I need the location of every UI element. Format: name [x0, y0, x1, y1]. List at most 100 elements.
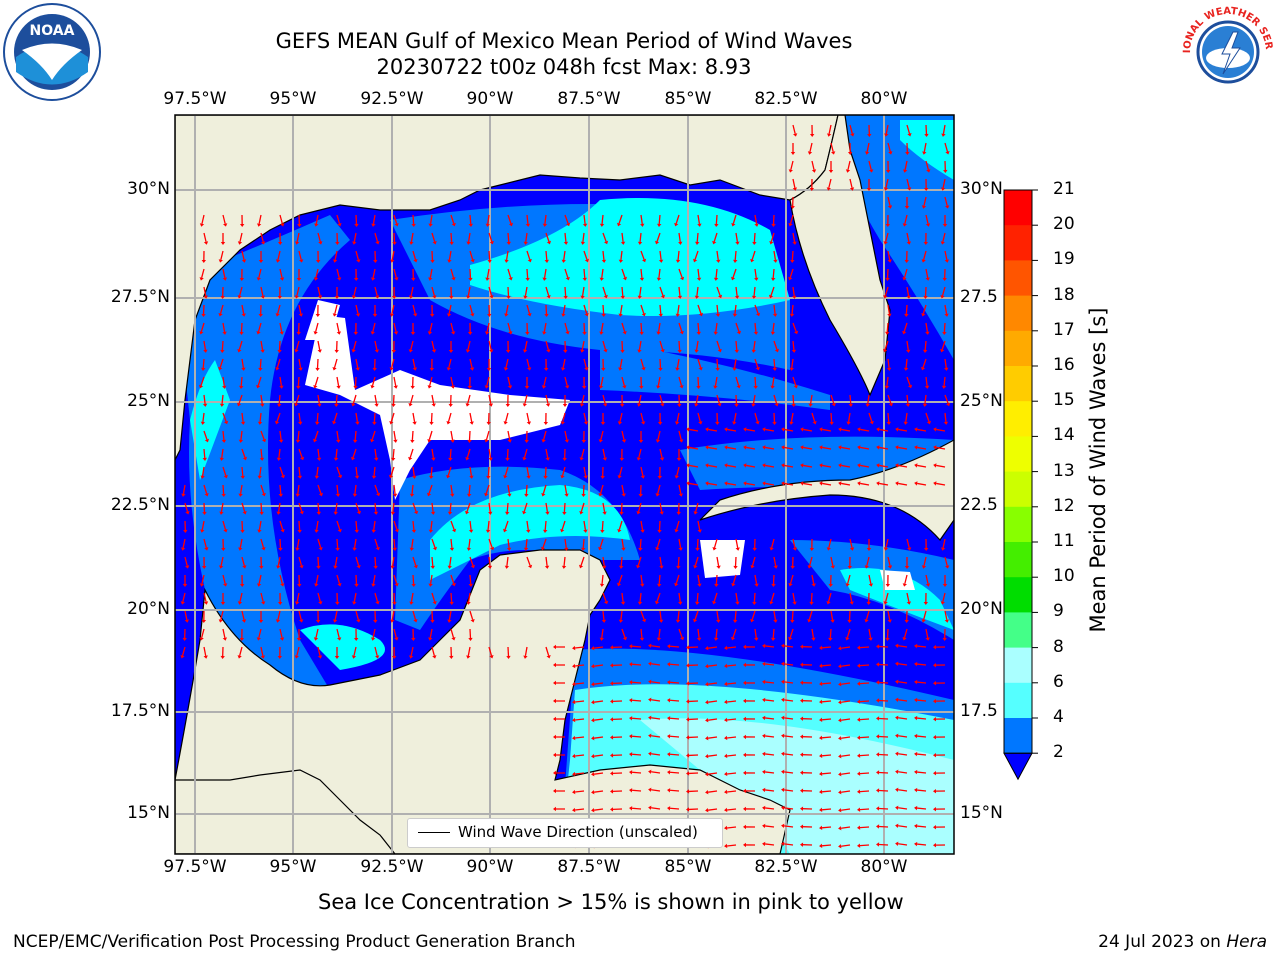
wave-arrow-head: [656, 637, 662, 641]
wave-arrow-head: [696, 277, 702, 281]
wave-arrow-head: [200, 529, 205, 533]
wave-arrow: [582, 232, 585, 243]
wave-arrow-head: [838, 790, 842, 795]
wave-arrow-head: [489, 240, 494, 245]
wave-arrow: [448, 250, 452, 260]
wave-arrow-head: [572, 789, 576, 795]
wave-arrow: [393, 268, 397, 278]
wave-arrow: [897, 825, 908, 828]
wave-arrow-head: [734, 403, 739, 407]
wave-arrow-head: [431, 403, 436, 407]
wave-arrow-head: [591, 808, 595, 813]
wave-arrow: [765, 464, 775, 468]
wave-arrow: [678, 232, 681, 243]
wave-arrow-head: [572, 681, 576, 687]
wave-arrow-head: [942, 224, 948, 227]
wave-arrow: [580, 502, 585, 512]
wave-arrow: [732, 574, 737, 584]
wave-arrow-head: [857, 735, 861, 740]
wave-arrow: [564, 286, 567, 297]
wave-arrow: [898, 446, 908, 450]
colorbar-swatch: [1004, 401, 1032, 437]
wave-arrow-head: [262, 438, 267, 443]
wave-arrow: [631, 771, 642, 774]
wave-arrow-head: [926, 169, 931, 173]
footer-host: Hera: [1226, 932, 1267, 952]
wave-arrow-head: [923, 241, 929, 245]
wave-arrow: [410, 340, 414, 350]
wave-arrow-head: [755, 421, 760, 425]
wave-arrow: [583, 358, 587, 368]
wave-arrow: [865, 610, 870, 620]
wave-arrow: [431, 340, 435, 350]
wave-arrow-head: [705, 445, 709, 450]
wave-arrow: [734, 250, 737, 261]
wave-arrow-head: [299, 510, 304, 515]
wave-arrow-head: [705, 427, 709, 432]
wave-arrow-head: [724, 753, 728, 759]
wave-arrow: [659, 304, 662, 315]
wave-arrow: [906, 376, 911, 386]
wave-arrow-head: [712, 240, 717, 245]
lon-tick-bottom: 87.5°W: [557, 857, 621, 877]
wave-arrow-head: [199, 637, 204, 641]
wave-arrow: [916, 771, 927, 774]
wave-arrow-head: [391, 655, 397, 659]
wave-arrow: [431, 538, 436, 548]
wave-arrow-head: [599, 637, 604, 641]
wave-arrow-head: [829, 421, 834, 425]
wave-arrow-head: [637, 601, 643, 605]
wave-arrow: [279, 376, 283, 386]
wave-arrow: [602, 250, 605, 261]
wave-arrow: [773, 340, 778, 350]
wave-arrow: [860, 428, 870, 432]
wave-arrow-head: [199, 223, 205, 227]
wave-arrow-head: [333, 457, 339, 461]
wave-arrow-head: [933, 427, 937, 432]
wave-arrow-head: [485, 529, 491, 533]
wave-arrow-head: [686, 427, 690, 432]
wave-arrow-head: [427, 385, 432, 389]
wave-arrow-head: [410, 385, 415, 389]
wave-arrow-head: [563, 295, 568, 299]
wave-arrow: [545, 502, 549, 512]
wave-arrow-head: [945, 151, 950, 155]
wave-arrow: [878, 663, 889, 666]
wave-arrow-head: [221, 439, 227, 443]
wave-arrow: [897, 789, 908, 792]
wave-arrow-head: [553, 734, 557, 740]
wave-arrow-head: [221, 493, 226, 497]
wave-arrow: [276, 412, 281, 422]
wave-arrow: [879, 446, 889, 450]
wave-arrow: [602, 502, 606, 512]
wave-arrow-head: [503, 474, 508, 479]
wave-arrow: [467, 232, 471, 242]
wave-arrow-head: [667, 806, 671, 811]
lon-tick-bottom: 82.5°W: [754, 857, 818, 877]
wave-arrow: [260, 484, 265, 494]
footer-date: 24 Jul 2023 on Hera: [1098, 932, 1267, 952]
wave-arrow: [315, 322, 319, 332]
wave-arrow-head: [754, 277, 759, 281]
wave-arrow: [803, 446, 813, 450]
wave-arrow-head: [914, 823, 918, 829]
wave-arrow-head: [622, 636, 628, 641]
wave-arrow: [333, 412, 338, 422]
wave-arrow: [298, 412, 301, 423]
wave-arrow: [574, 754, 585, 757]
wave-arrow: [943, 376, 946, 387]
wave-arrow: [631, 807, 642, 810]
wave-arrow: [354, 430, 357, 441]
wave-arrow-head: [620, 349, 625, 353]
wave-arrow: [485, 430, 490, 440]
wave-arrow-head: [313, 331, 318, 335]
wave-arrow-head: [868, 583, 874, 587]
wave-arrow-head: [315, 421, 320, 425]
wave-arrow-head: [526, 529, 531, 533]
wave-arrow-head: [201, 259, 207, 263]
wave-arrow-head: [940, 547, 946, 551]
wave-arrow: [466, 448, 471, 458]
wave-arrow: [650, 753, 661, 756]
wave-arrow: [412, 610, 417, 620]
wave-arrow-head: [902, 637, 907, 641]
